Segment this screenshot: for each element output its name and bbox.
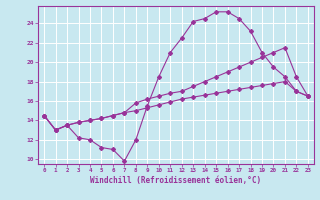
X-axis label: Windchill (Refroidissement éolien,°C): Windchill (Refroidissement éolien,°C) bbox=[91, 176, 261, 185]
